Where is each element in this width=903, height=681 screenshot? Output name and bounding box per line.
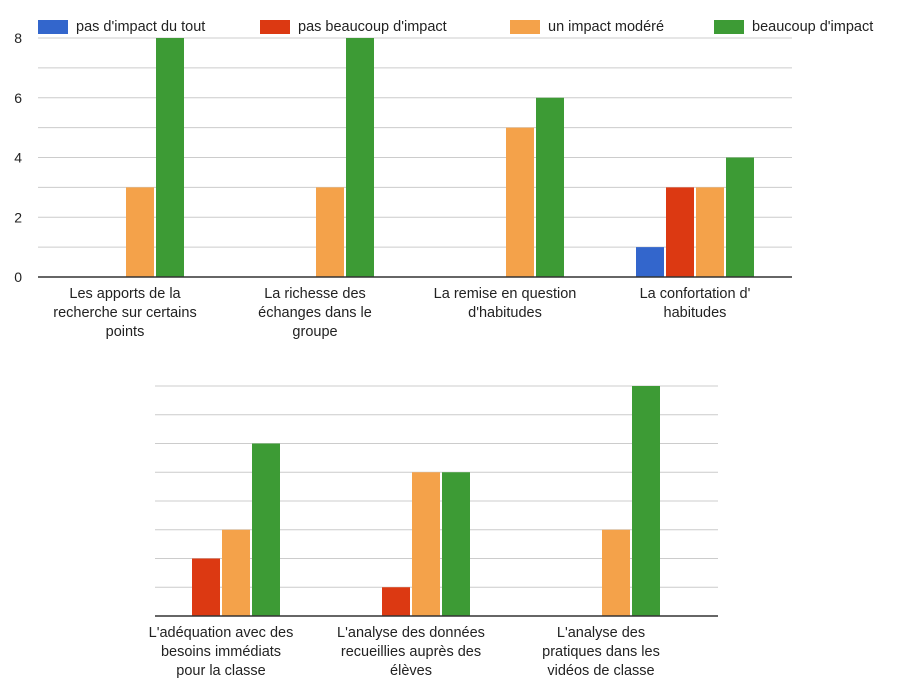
category-label: L'analyse des données recueillies auprès … — [337, 625, 485, 679]
category-label: L'analyse des pratiques dans les vidéos de… — [542, 625, 660, 679]
legend-item-little-impact: pas beaucoup d'impact — [260, 17, 447, 37]
bar — [602, 529, 630, 616]
bar — [442, 472, 470, 616]
y-tick-label: 6 — [14, 90, 22, 106]
chart-top: 0 2 4 6 8 Les apports de la recherche sur cert… — [14, 30, 792, 340]
legend-swatch — [260, 20, 290, 34]
legend-item-moderate-impact: un impact modéré — [510, 17, 664, 37]
y-tick-label: 4 — [14, 150, 22, 166]
bar — [636, 247, 664, 277]
legend-item-no-impact: pas d'impact du tout — [38, 17, 205, 37]
category-label: La richesse des échanges dans le groupe — [258, 286, 372, 340]
legend-label: beaucoup d'impact — [752, 19, 874, 35]
bar — [696, 187, 724, 277]
bar — [412, 472, 440, 616]
legend-swatch — [38, 20, 68, 34]
bar — [192, 558, 220, 616]
legend-label: pas d'impact du tout — [76, 19, 206, 35]
bar — [632, 386, 660, 616]
y-tick-label: 2 — [14, 209, 22, 225]
legend-item-high-impact: beaucoup d'impact — [714, 17, 873, 37]
category-label: L'adéquation avec des besoins immédiats po… — [149, 625, 294, 679]
bar — [536, 97, 564, 277]
bar — [222, 529, 250, 616]
legend-label: pas beaucoup d'impact — [298, 19, 447, 35]
category-label: Les apports de la recherche sur certains p… — [53, 286, 196, 340]
bar — [346, 38, 374, 277]
legend-swatch — [510, 20, 540, 34]
y-tick-label: 0 — [14, 269, 22, 285]
bar — [382, 587, 410, 616]
bar — [252, 443, 280, 616]
category-label: La confortation d' habitudes — [640, 286, 751, 321]
bar — [316, 187, 344, 277]
bar — [156, 38, 184, 277]
bar — [726, 157, 754, 277]
bar — [126, 187, 154, 277]
legend-label: un impact modéré — [548, 19, 665, 35]
category-label: La remise en question d'habitudes — [434, 286, 577, 321]
y-tick-label: 8 — [14, 30, 22, 46]
chart-bottom: L'adéquation avec des besoins immédiats po… — [149, 385, 718, 679]
legend-swatch — [714, 20, 744, 34]
bar — [506, 127, 534, 277]
bar — [666, 187, 694, 277]
